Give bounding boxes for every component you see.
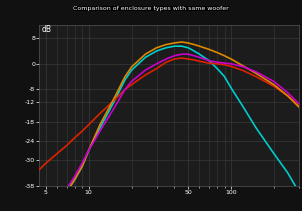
Text: dB: dB [42,25,52,34]
Text: Comparison of enclosure types with same woofer: Comparison of enclosure types with same … [73,6,229,11]
